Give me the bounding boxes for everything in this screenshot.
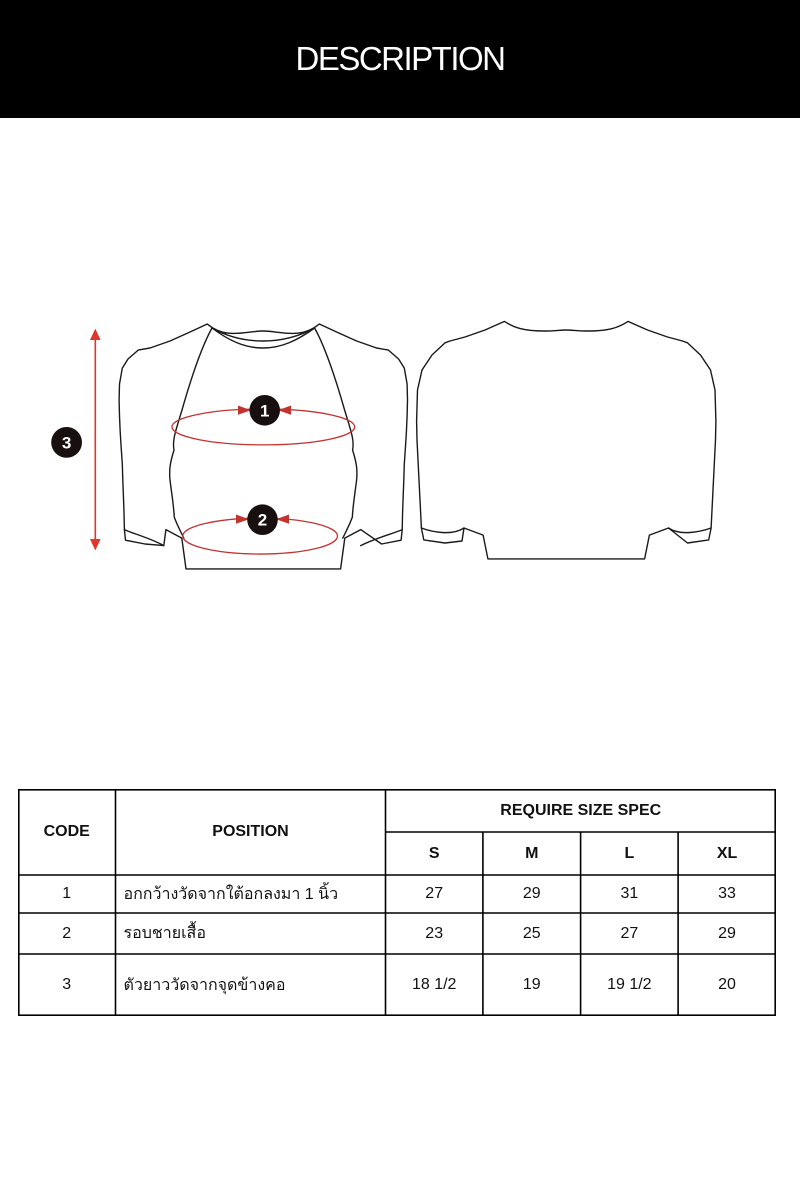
svg-text:2: 2 (258, 511, 267, 530)
svg-text:1: 1 (260, 401, 269, 420)
svg-text:3: 3 (62, 433, 71, 452)
